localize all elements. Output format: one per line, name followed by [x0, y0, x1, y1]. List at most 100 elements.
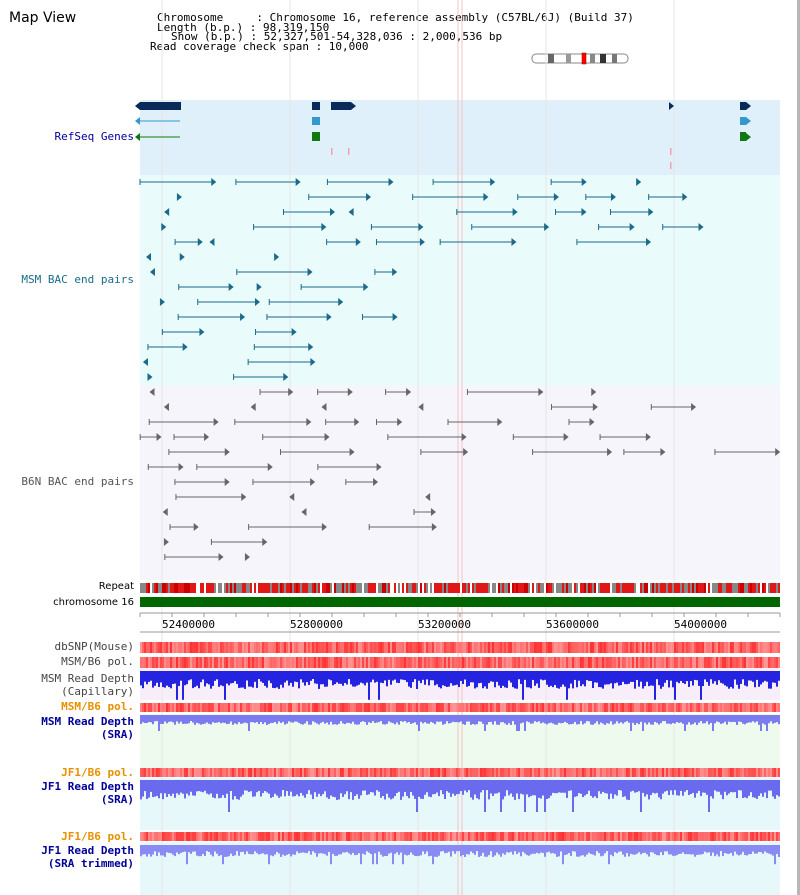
depth-bar — [410, 780, 412, 792]
depth-bar — [500, 845, 502, 857]
heat-cell — [206, 768, 208, 777]
depth-bar — [660, 715, 662, 724]
heat-cell — [316, 703, 318, 712]
depth-bar — [270, 780, 272, 798]
depth-bar — [748, 845, 750, 855]
depth-bar — [602, 780, 604, 792]
repeat-segment — [418, 583, 420, 593]
repeat-segment — [434, 583, 436, 593]
repeat-segment — [362, 583, 364, 593]
depth-bar — [672, 845, 674, 856]
heat-cell — [638, 642, 640, 653]
heat-cell — [518, 642, 520, 653]
depth-bar — [582, 715, 584, 725]
heat-cell — [332, 642, 334, 653]
heat-cell — [638, 657, 640, 668]
repeat-segment — [724, 583, 726, 593]
heat-cell — [576, 642, 578, 653]
heat-cell — [558, 703, 560, 712]
heat-cell — [336, 657, 338, 668]
depth-bar — [612, 715, 614, 725]
heat-cell — [706, 832, 708, 841]
refseq-gene-features[interactable] — [135, 102, 751, 169]
repeat-segment — [654, 583, 656, 593]
depth-bar — [228, 715, 230, 724]
dbsnp-track-label: dbSNP(Mouse) — [54, 640, 134, 653]
heat-cell — [640, 703, 642, 712]
repeat-segment — [456, 583, 458, 593]
heat-cell — [650, 657, 652, 668]
heatmap-tracks[interactable] — [140, 642, 780, 841]
heat-cell — [772, 642, 774, 653]
depth-bar — [150, 715, 152, 723]
depth-bar — [774, 671, 776, 683]
heat-cell — [328, 768, 330, 777]
heat-cell — [530, 768, 532, 777]
heat-cell — [284, 768, 286, 777]
repeat-segment — [390, 583, 392, 593]
depth-bar — [474, 715, 476, 725]
depth-bar — [774, 845, 776, 865]
depth-bar — [648, 671, 650, 687]
depth-bar — [184, 671, 186, 686]
depth-bar — [684, 715, 686, 731]
heat-cell — [618, 657, 620, 668]
repeat-segment — [722, 583, 724, 593]
bac-end-arrow — [376, 463, 382, 471]
depth-bar — [224, 671, 226, 700]
depth-bar — [686, 715, 688, 725]
heat-cell — [756, 657, 758, 668]
depth-bar — [330, 780, 332, 796]
heat-cell — [706, 642, 708, 653]
chromosome-ideogram[interactable] — [531, 52, 629, 65]
depth-bar — [244, 715, 246, 723]
depth-bar — [370, 845, 372, 855]
repeat-segment — [720, 583, 722, 593]
heat-cell — [160, 642, 162, 653]
repeat-segment — [308, 583, 310, 593]
depth-bar — [260, 715, 262, 722]
depth-bar — [548, 780, 550, 799]
heat-cell — [156, 657, 158, 668]
depth-bar — [466, 715, 468, 722]
depth-bar — [346, 715, 348, 723]
heat-cell — [220, 832, 222, 841]
depth-bar — [500, 715, 502, 723]
chromosome-bar[interactable] — [140, 597, 780, 607]
msm-bac-pairs[interactable] — [139, 178, 704, 381]
jf1-b6-pol-label-2: JF1/B6 pol. — [61, 830, 134, 843]
heat-cell — [628, 642, 630, 653]
b6n-bac-pairs[interactable] — [139, 388, 781, 561]
heat-cell — [322, 832, 324, 841]
heat-cell — [406, 703, 408, 712]
heat-cell — [400, 657, 402, 668]
repeat-segment — [712, 583, 714, 593]
heat-cell — [170, 768, 172, 777]
heat-cell — [700, 642, 702, 653]
heat-cell — [506, 657, 508, 668]
heat-cell — [258, 768, 260, 777]
depth-bar — [396, 780, 398, 794]
heat-cell — [476, 703, 478, 712]
heat-cell — [764, 657, 766, 668]
heat-cell — [458, 642, 460, 653]
heat-cell — [652, 768, 654, 777]
heat-cell — [160, 657, 162, 668]
depth-bar — [444, 715, 446, 724]
repeat-track[interactable] — [140, 583, 780, 593]
heat-cell — [628, 832, 630, 841]
heat-cell — [248, 832, 250, 841]
depth-bar — [306, 780, 308, 794]
depth-bar — [776, 671, 778, 687]
read-depth-tracks[interactable] — [140, 671, 780, 865]
heat-cell — [344, 768, 346, 777]
heat-cell — [268, 657, 270, 668]
heat-cell — [190, 768, 192, 777]
repeat-segment — [612, 583, 614, 593]
heat-cell — [468, 657, 470, 668]
depth-bar — [248, 715, 250, 731]
depth-bar — [148, 715, 150, 723]
heat-cell — [440, 832, 442, 841]
depth-bar — [578, 845, 580, 857]
